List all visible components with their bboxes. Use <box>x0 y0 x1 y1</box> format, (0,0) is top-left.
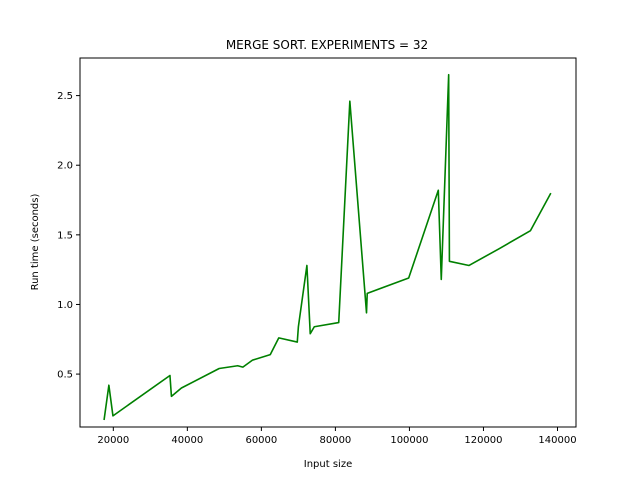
y-tick-label: 2.5 <box>57 91 73 102</box>
x-tick-label: 100000 <box>390 435 428 446</box>
chart-title: MERGE SORT. EXPERIMENTS = 32 <box>226 38 428 52</box>
y-axis-ticks: 0.5 1.0 1.5 2.0 2.5 <box>57 91 80 381</box>
x-tick-label: 120000 <box>464 435 502 446</box>
y-tick-label: 1.0 <box>57 300 73 311</box>
series-layer <box>103 73 552 421</box>
x-tick-label: 40000 <box>171 435 203 446</box>
y-tick-label: 1.5 <box>57 230 73 241</box>
y-axis-label: Run time (seconds) <box>30 194 41 291</box>
x-tick-label: 60000 <box>245 435 277 446</box>
x-tick-label: 80000 <box>319 435 351 446</box>
x-tick-label: 20000 <box>97 435 129 446</box>
x-axis-label: Input size <box>304 459 352 470</box>
y-tick-label: 2.0 <box>57 161 73 172</box>
x-axis-ticks: 20000 40000 60000 80000 100000 120000 140000 <box>97 427 577 446</box>
plot-area-frame <box>79 57 577 428</box>
x-tick-label: 140000 <box>538 435 576 446</box>
y-tick-label: 0.5 <box>57 370 73 381</box>
series-line <box>103 73 552 421</box>
